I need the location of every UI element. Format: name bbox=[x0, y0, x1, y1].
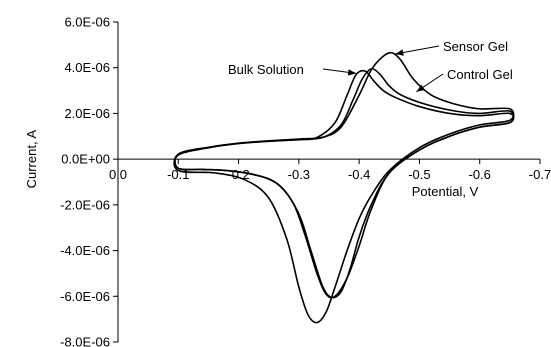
y-axis-title: Current, A bbox=[24, 130, 39, 189]
annotation-arrowhead-control-gel bbox=[416, 84, 425, 92]
series-line-control-gel bbox=[174, 67, 515, 299]
x-tick-label: -0.7 bbox=[529, 167, 551, 182]
y-tick-label: 6.0E-06 bbox=[64, 15, 110, 30]
y-tick-label: 4.0E-06 bbox=[64, 60, 110, 75]
series-layer bbox=[173, 51, 515, 324]
annotation-arrowhead-sensor-gel bbox=[395, 49, 404, 56]
annotation-layer: Bulk Solution Sensor Gel Control Gel bbox=[228, 39, 513, 93]
annotation-label-bulk-solution: Bulk Solution bbox=[228, 62, 304, 77]
x-tick-label: -0.5 bbox=[408, 167, 430, 182]
x-tick-label: -0.6 bbox=[469, 167, 491, 182]
x-axis-title: Potential, V bbox=[412, 184, 479, 199]
annotation-arrowhead-bulk-solution bbox=[347, 69, 357, 76]
y-tick-group: 6.0E-06 4.0E-06 2.0E-06 0.0E+00 -2.0E-06 -4.0… bbox=[60, 15, 118, 347]
y-axis: 6.0E-06 4.0E-06 2.0E-06 0.0E+00 -2.0E-06 -4.0… bbox=[60, 15, 119, 347]
annotation-label-sensor-gel: Sensor Gel bbox=[443, 39, 508, 54]
y-tick-label: -6.0E-06 bbox=[60, 289, 110, 304]
annotation-label-control-gel: Control Gel bbox=[447, 67, 513, 82]
x-tick-label: -0.4 bbox=[348, 167, 370, 182]
x-tick-label: -0.3 bbox=[288, 167, 310, 182]
y-tick-label: 2.0E-06 bbox=[64, 106, 110, 121]
series-line-sensor-gel bbox=[173, 51, 515, 324]
y-tick-label: -2.0E-06 bbox=[60, 197, 110, 212]
x-tick-label: 0.0 bbox=[109, 167, 127, 182]
x-tick-label: -0.1 bbox=[167, 167, 189, 182]
y-tick-label: -8.0E-06 bbox=[60, 335, 110, 347]
y-tick-label: 0.0E+00 bbox=[61, 152, 110, 167]
y-tick-label: -4.0E-06 bbox=[60, 243, 110, 258]
